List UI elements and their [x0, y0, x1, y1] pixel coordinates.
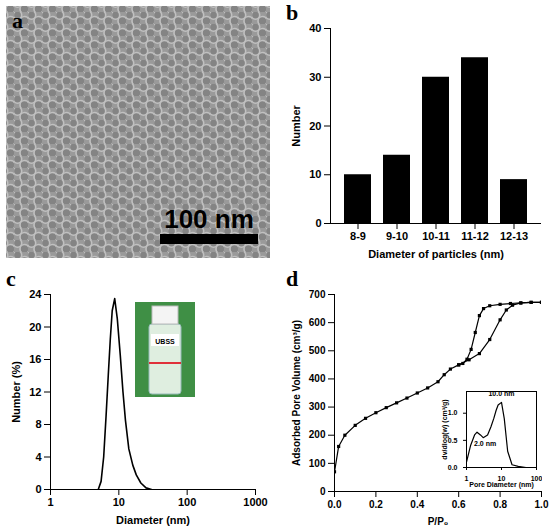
svg-text:600: 600	[309, 317, 326, 328]
svg-text:500: 500	[309, 345, 326, 356]
svg-text:4: 4	[35, 451, 42, 463]
svg-text:1.0: 1.0	[448, 409, 458, 416]
svg-text:700: 700	[309, 289, 326, 300]
svg-text:300: 300	[309, 401, 326, 412]
svg-text:0.4: 0.4	[410, 499, 424, 510]
svg-text:30: 30	[309, 71, 321, 83]
svg-text:100: 100	[530, 475, 543, 483]
svg-text:1: 1	[465, 475, 469, 482]
svg-text:0.5: 0.5	[448, 437, 458, 444]
svg-text:200: 200	[309, 429, 326, 440]
svg-text:0: 0	[35, 483, 41, 495]
svg-text:10.0 nm: 10.0 nm	[488, 390, 514, 397]
html-text:a: a	[12, 8, 23, 33]
svg-text:20: 20	[29, 321, 41, 333]
svg-text:8-9: 8-9	[350, 230, 366, 242]
svg-text:0: 0	[320, 486, 326, 497]
svg-text:16: 16	[29, 353, 41, 365]
svg-text:12: 12	[29, 386, 41, 398]
html-text:c: c	[6, 266, 16, 291]
svg-text:10: 10	[497, 475, 506, 483]
svg-text:12-13: 12-13	[500, 230, 528, 242]
svg-text:Diameter (nm): Diameter (nm)	[116, 514, 190, 526]
svg-text:UBSS: UBSS	[155, 338, 175, 345]
svg-text:0.0: 0.0	[328, 499, 342, 510]
svg-text:8: 8	[35, 418, 41, 430]
svg-text:20: 20	[309, 120, 321, 132]
svg-text:100 nm: 100 nm	[164, 204, 254, 234]
svg-text:Diameter of particles (nm): Diameter of particles (nm)	[368, 248, 504, 260]
svg-text:dv/dlog(w) (cm³/g): dv/dlog(w) (cm³/g)	[441, 399, 449, 459]
svg-text:Number: Number	[290, 105, 302, 147]
svg-text:24: 24	[29, 288, 42, 300]
svg-text:400: 400	[309, 373, 326, 384]
svg-text:Pore Diameter (nm): Pore Diameter (nm)	[469, 481, 534, 489]
html-text:b: b	[286, 0, 299, 25]
svg-text:0.6: 0.6	[452, 499, 466, 510]
svg-text:10: 10	[309, 168, 321, 180]
svg-text:2.0 nm: 2.0 nm	[474, 440, 496, 447]
svg-text:100: 100	[178, 496, 196, 508]
svg-text:0.8: 0.8	[493, 499, 507, 510]
svg-text:10: 10	[113, 496, 125, 508]
svg-text:9-10: 9-10	[386, 230, 408, 242]
svg-text:0.0: 0.0	[448, 464, 458, 471]
html-text:d: d	[286, 266, 299, 291]
svg-text:40: 40	[309, 22, 321, 34]
svg-text:0.2: 0.2	[369, 499, 383, 510]
svg-text:1.0: 1.0	[535, 499, 549, 510]
svg-text:10-11: 10-11	[422, 230, 450, 242]
svg-text:0: 0	[315, 217, 321, 229]
svg-text:1000: 1000	[243, 496, 267, 508]
svg-text:P/P₀: P/P₀	[428, 516, 449, 527]
svg-text:Adsorbed Pore Volume (cm³/g): Adsorbed Pore Volume (cm³/g)	[291, 320, 302, 466]
svg-text:100: 100	[309, 458, 326, 469]
svg-text:11-12: 11-12	[461, 230, 489, 242]
svg-text:1: 1	[47, 496, 53, 508]
svg-text:Number (%): Number (%)	[10, 361, 22, 423]
